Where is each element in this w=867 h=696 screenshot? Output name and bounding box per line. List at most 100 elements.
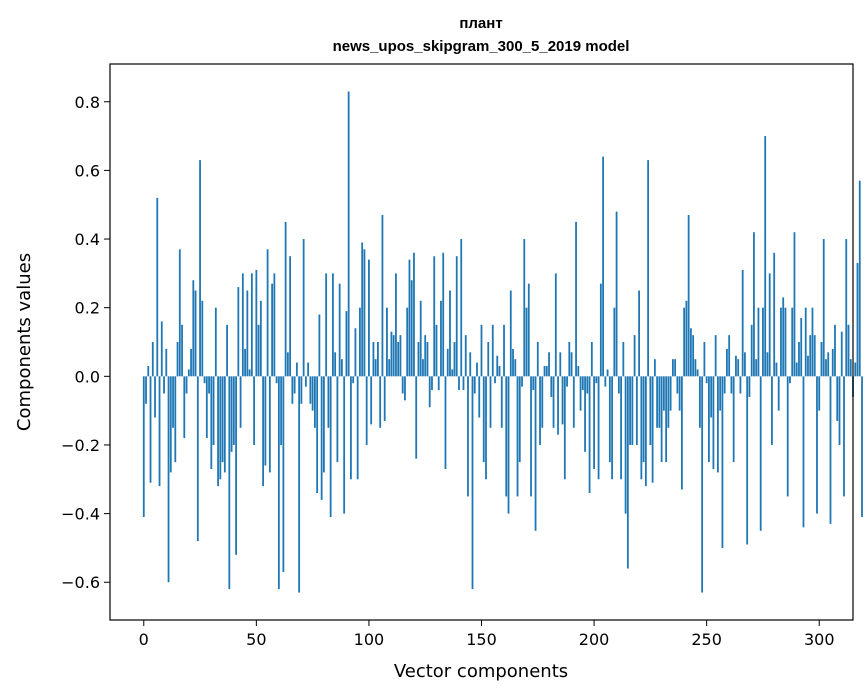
- bar-100: [368, 259, 370, 377]
- bar-280: [773, 252, 776, 377]
- bar-32: [214, 307, 217, 377]
- bar-309: [838, 376, 841, 445]
- bar-59: [275, 376, 278, 384]
- bar-15: [176, 342, 179, 377]
- bar-45: [244, 348, 246, 377]
- bar-239: [680, 376, 683, 490]
- bar-149: [478, 376, 481, 418]
- bar-26: [201, 300, 204, 377]
- bar-7: [158, 376, 161, 487]
- bar-242: [687, 215, 690, 377]
- bar-189: [568, 342, 571, 377]
- bar-213: [622, 342, 625, 377]
- bar-89: [343, 376, 346, 514]
- bar-300: [818, 376, 821, 411]
- bar-103: [374, 359, 377, 377]
- bar-91: [347, 91, 350, 377]
- bar-268: [746, 376, 749, 545]
- bar-281: [775, 362, 778, 377]
- bar-69: [298, 376, 301, 593]
- bar-96: [359, 307, 361, 377]
- bar-115: [401, 376, 404, 394]
- x-tick-label: 50: [246, 630, 266, 649]
- bar-90: [345, 311, 348, 377]
- bar-259: [726, 348, 728, 377]
- bar-37: [226, 324, 228, 377]
- bar-82: [327, 376, 330, 428]
- bar-57: [271, 283, 274, 377]
- bar-236: [674, 359, 677, 377]
- bar-145: [469, 352, 472, 377]
- bar-28: [205, 376, 208, 439]
- bar-44: [241, 273, 244, 377]
- bar-177: [541, 376, 544, 428]
- bar-184: [557, 376, 559, 435]
- y-tick-label: −0.2: [61, 436, 100, 455]
- bar-98: [363, 249, 366, 377]
- bar-14: [174, 376, 177, 463]
- bar-290: [795, 362, 798, 377]
- bar-47: [248, 369, 251, 377]
- bar-318: [858, 180, 861, 377]
- bar-299: [816, 376, 818, 514]
- bar-267: [744, 352, 746, 377]
- x-tick-label: 200: [579, 630, 610, 649]
- bar-282: [777, 376, 780, 411]
- bar-169: [523, 239, 526, 377]
- bar-150: [480, 324, 483, 377]
- bar-128: [431, 376, 433, 391]
- bar-317: [856, 263, 859, 377]
- bar-264: [737, 359, 740, 377]
- bar-46: [246, 290, 249, 377]
- bar-131: [437, 376, 440, 391]
- bar-301: [820, 342, 823, 377]
- y-axis-ticks: −0.6 −0.4 −0.2 0.0 0.2 0.4 0.6 0.8: [61, 93, 110, 592]
- bar-124: [422, 359, 424, 377]
- bar-291: [798, 342, 800, 377]
- bar-158: [498, 366, 501, 377]
- bar-199: [590, 342, 593, 377]
- bar-24: [196, 376, 199, 542]
- y-tick-label: 0.6: [75, 161, 100, 180]
- bar-231: [662, 376, 665, 411]
- bar-56: [268, 376, 271, 473]
- bar-106: [381, 215, 384, 377]
- bar-125: [424, 335, 427, 377]
- bar-307: [834, 324, 836, 377]
- bar-31: [212, 376, 215, 445]
- bar-298: [813, 335, 816, 377]
- bar-179: [545, 366, 548, 377]
- y-tick-label: 0.2: [75, 299, 100, 318]
- x-tick-label: 250: [691, 630, 722, 649]
- bar-211: [617, 376, 620, 394]
- bar-72: [304, 376, 307, 387]
- bar-109: [388, 359, 391, 377]
- bar-261: [730, 376, 733, 394]
- bar-224: [647, 160, 650, 377]
- bar-146: [471, 376, 474, 590]
- bar-3: [149, 376, 152, 483]
- bar-172: [530, 376, 532, 497]
- bar-93: [352, 376, 355, 384]
- bar-229: [658, 376, 661, 428]
- bar-220: [638, 290, 641, 377]
- bar-111: [392, 335, 395, 377]
- bar-197: [586, 376, 589, 394]
- x-tick-label: 300: [804, 630, 835, 649]
- bar-88: [341, 359, 343, 377]
- bar-4: [151, 342, 154, 377]
- bar-263: [735, 355, 737, 377]
- bar-170: [525, 307, 528, 377]
- bar-127: [428, 376, 431, 408]
- bar-61: [280, 376, 283, 445]
- bar-86: [336, 376, 339, 463]
- bar-279: [771, 376, 773, 445]
- bar-6: [156, 197, 159, 377]
- bar-262: [732, 376, 735, 463]
- bar-227: [653, 359, 656, 377]
- y-tick-label: 0.4: [75, 230, 100, 249]
- bar-20: [187, 369, 190, 377]
- bar-287: [789, 376, 791, 384]
- bar-245: [694, 359, 697, 377]
